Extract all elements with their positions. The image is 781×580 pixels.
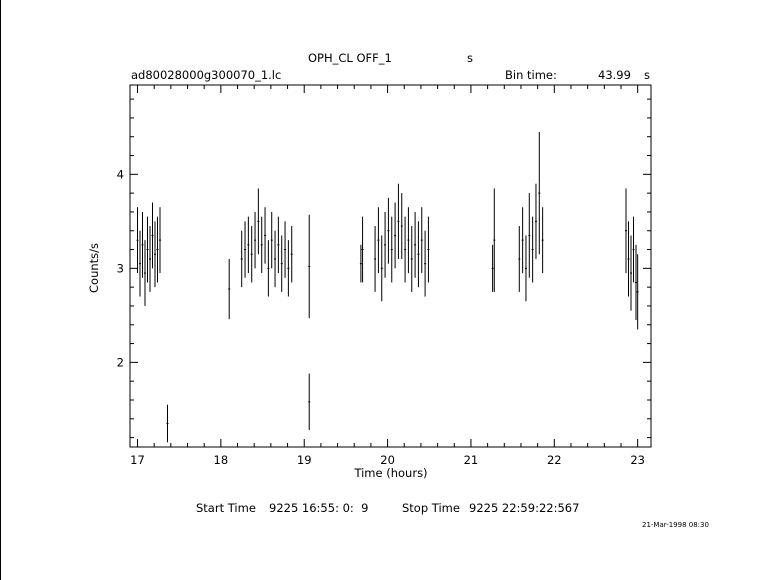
date-stamp: 21-Mar-1998 08:30 [642, 521, 709, 529]
y-tick-label: 2 [117, 355, 124, 369]
y-axis-label: Counts/s [87, 243, 101, 293]
x-tick-label: 21 [464, 453, 479, 467]
x-tick-label: 23 [630, 453, 645, 467]
stop-time-value: 9225 22:59:22:567 [469, 501, 580, 515]
filename: ad80028000g300070_1.lc [131, 68, 282, 82]
y-tick-label: 4 [117, 167, 124, 181]
x-tick-label: 22 [547, 453, 562, 467]
x-axis-label: Time (hours) [353, 466, 427, 480]
plot-frame [129, 84, 652, 448]
start-time-value: 9225 16:55: 0: 9 [269, 501, 369, 515]
data-points [136, 132, 639, 443]
stop-time-label: Stop Time [402, 501, 460, 515]
y-tick-label: 3 [117, 261, 124, 275]
bin-time-unit: s [644, 68, 650, 82]
object-unit: s [467, 51, 473, 65]
x-tick-label: 20 [380, 453, 395, 467]
start-time-label: Start Time [196, 501, 256, 515]
x-tick-label: 17 [130, 453, 145, 467]
axis-ticks [130, 85, 651, 447]
x-tick-label: 18 [214, 453, 229, 467]
bin-time-value: 43.99 [598, 68, 631, 82]
window-edge-line [0, 0, 1, 580]
object-name: OPH_CL OFF_1 [308, 51, 392, 65]
bin-time-label: Bin time: [505, 68, 557, 82]
x-tick-label: 19 [297, 453, 312, 467]
